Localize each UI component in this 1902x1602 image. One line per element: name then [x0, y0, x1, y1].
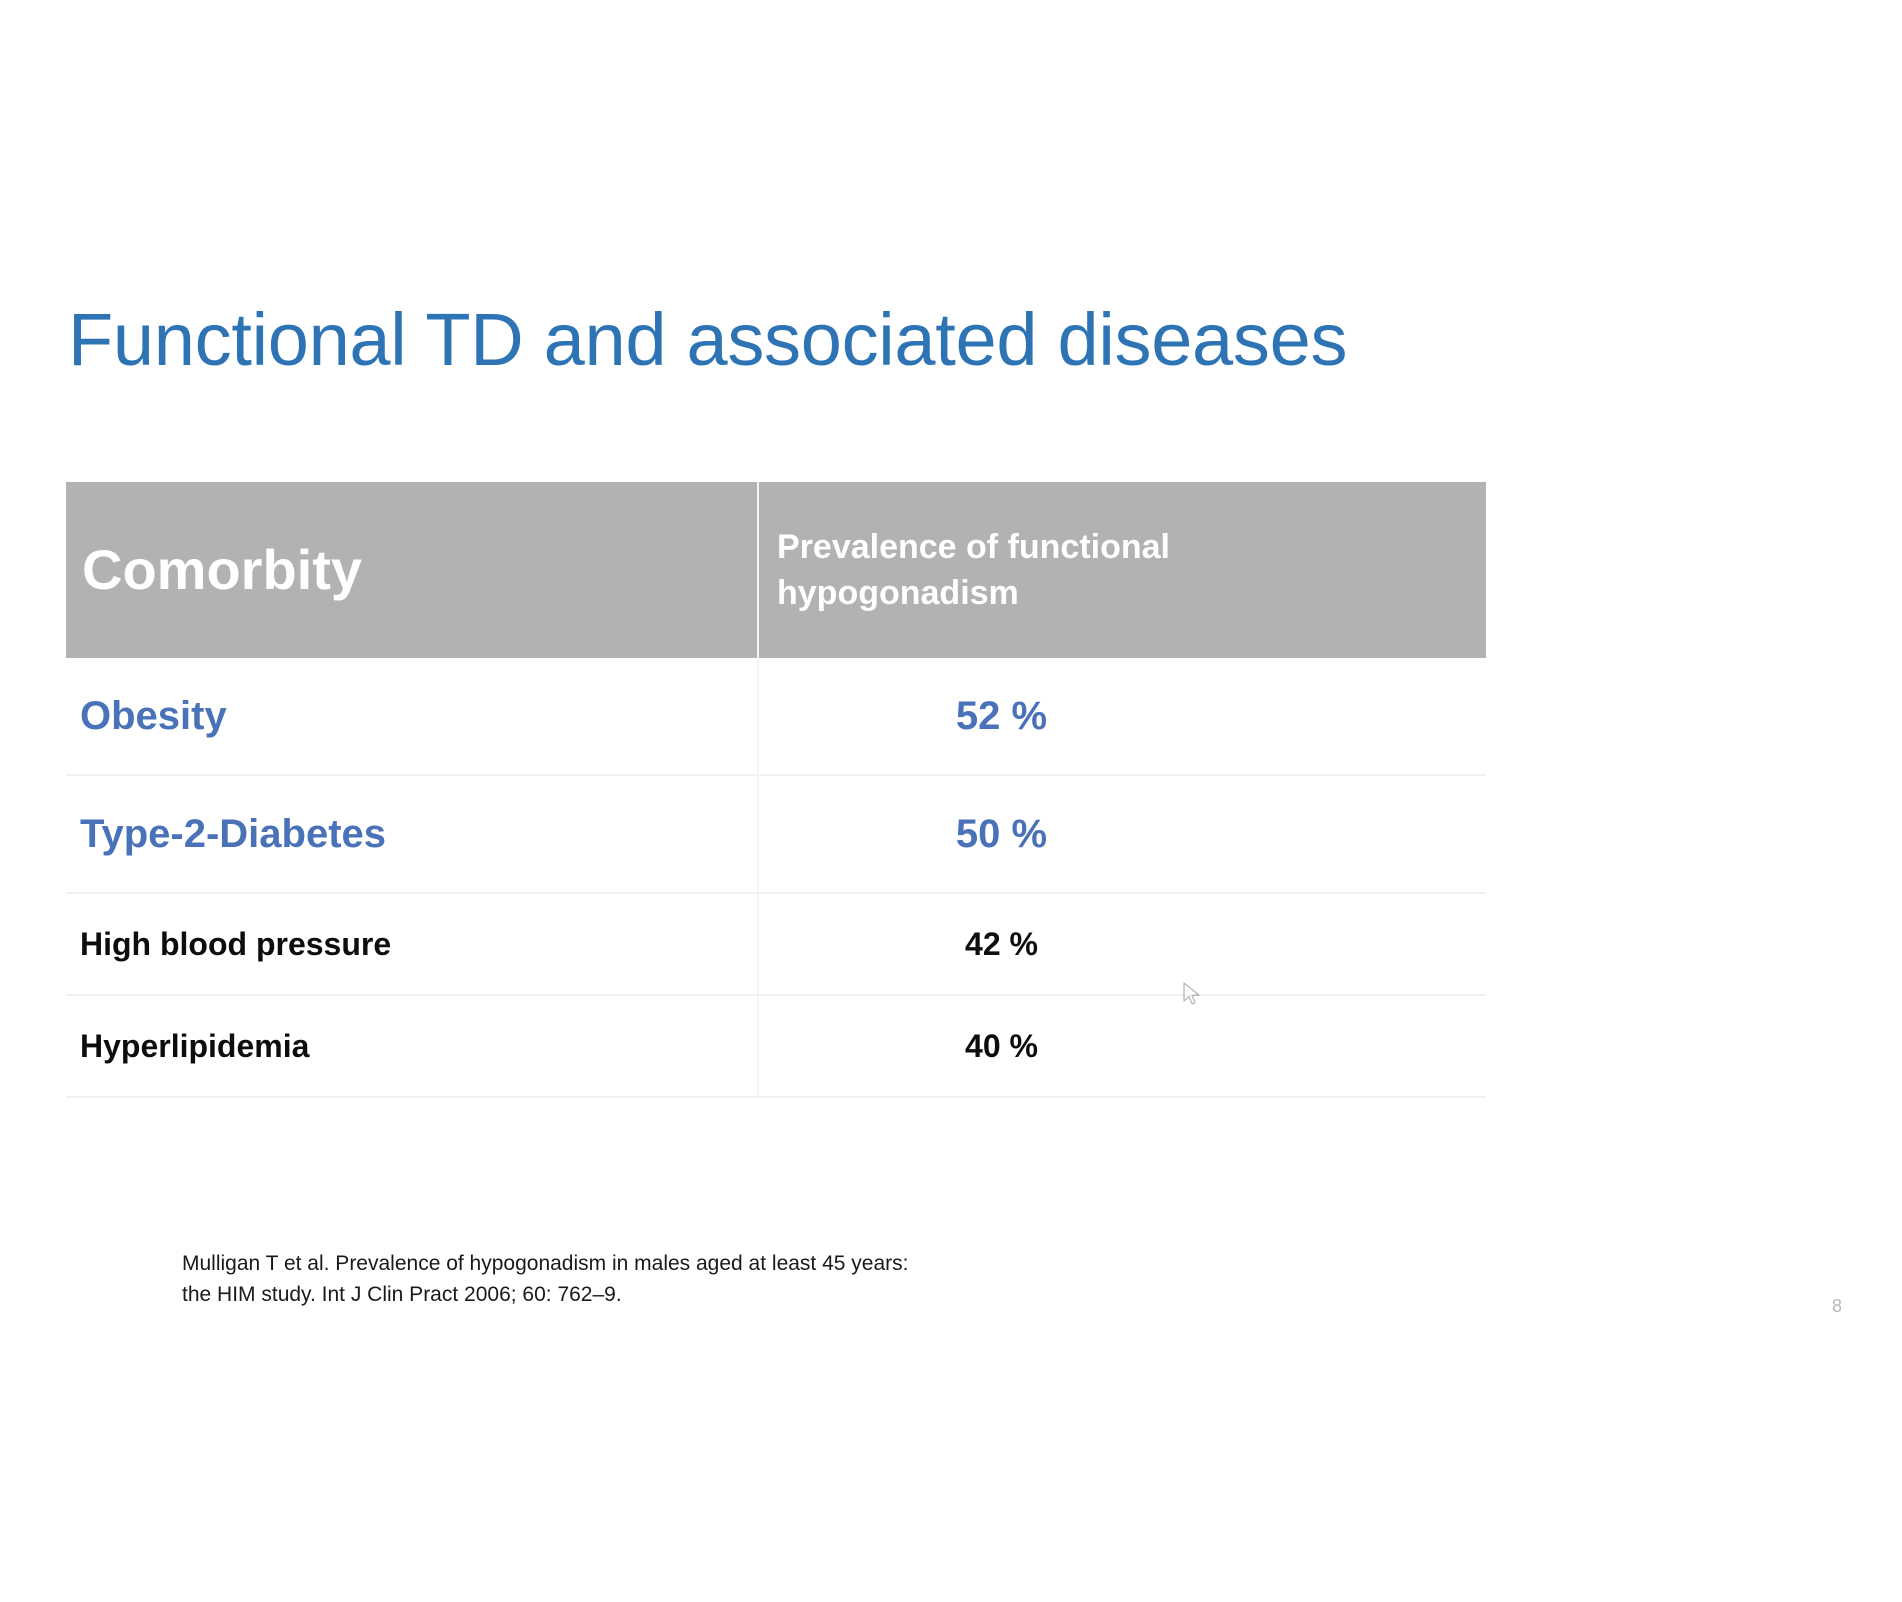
column-header-prevalence: Prevalence of functional hypogonadism — [758, 482, 1486, 658]
cell-prevalence: 42 % — [758, 893, 1486, 996]
page-title: Functional TD and associated diseases — [68, 298, 1348, 381]
source-citation: Mulligan T et al. Prevalence of hypogona… — [182, 1248, 1082, 1310]
table-row: Obesity 52 % — [66, 658, 1486, 776]
page-number: 8 — [1832, 1296, 1843, 1316]
column-header-prevalence-line2: hypogonadism — [777, 574, 1019, 612]
citation-line-1: Mulligan T et al. Prevalence of hypogona… — [182, 1252, 909, 1275]
column-header-comorbidity: Comorbity — [66, 482, 759, 658]
table-header-row: Comorbity Prevalence of functional hypog… — [66, 482, 1486, 658]
comorbidity-table: Comorbity Prevalence of functional hypog… — [66, 482, 1486, 1098]
cell-comorbidity: Type-2-Diabetes — [66, 775, 759, 894]
cell-comorbidity: Obesity — [66, 658, 759, 776]
cell-comorbidity: High blood pressure — [66, 893, 759, 996]
table-row: Type-2-Diabetes 50 % — [66, 775, 1486, 894]
cell-comorbidity: Hyperlipidemia — [66, 995, 759, 1098]
citation-line-2: the HIM study. Int J Clin Pract 2006; 60… — [182, 1283, 622, 1306]
table-row: Hyperlipidemia 40 % — [66, 995, 1486, 1098]
cell-prevalence: 40 % — [758, 995, 1486, 1098]
cell-prevalence: 50 % — [758, 775, 1486, 894]
table-row: High blood pressure 42 % — [66, 893, 1486, 996]
cell-prevalence: 52 % — [758, 658, 1486, 776]
column-header-prevalence-line1: Prevalence of functional — [777, 528, 1170, 566]
